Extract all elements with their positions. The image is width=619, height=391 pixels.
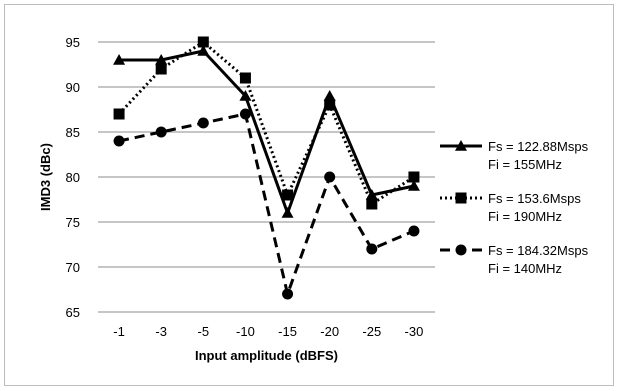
- legend-label-line2: Fi = 155MHz: [488, 157, 562, 172]
- data-point-circle: [239, 108, 251, 120]
- x-tick-label: -10: [236, 324, 255, 339]
- data-point-triangle: [155, 54, 168, 65]
- legend-entry-circle: Fs = 184.32Msps Fi = 140MHz: [440, 243, 589, 276]
- data-point-square: [239, 72, 251, 84]
- y-tick-label: 65: [66, 305, 80, 320]
- y-tick-label: 95: [66, 35, 80, 50]
- data-point-triangle: [239, 90, 252, 101]
- y-tick-label: 85: [66, 125, 80, 140]
- data-point-square: [408, 171, 420, 183]
- data-point-circle: [155, 126, 167, 138]
- legend-label-line1: Fs = 184.32Msps: [488, 243, 589, 258]
- data-point-square: [197, 36, 209, 48]
- data-point-square: [155, 63, 167, 75]
- x-tick-label: -1: [113, 324, 125, 339]
- data-point-square: [282, 189, 294, 201]
- legend-label-line2: Fi = 190MHz: [488, 209, 562, 224]
- x-tick-label: -3: [155, 324, 167, 339]
- data-point-square: [113, 108, 125, 120]
- x-tick-label: -5: [198, 324, 210, 339]
- legend-marker-square: [455, 192, 467, 204]
- x-tick-label: -15: [278, 324, 297, 339]
- series-circle: [113, 108, 420, 300]
- series-line-triangle: [119, 49, 415, 215]
- chart-frame: [4, 4, 614, 386]
- y-tick-label: 70: [66, 260, 80, 275]
- data-point-circle: [282, 288, 294, 300]
- data-point-triangle: [323, 90, 336, 101]
- data-point-circle: [408, 225, 420, 237]
- legend-marker-circle: [455, 244, 467, 256]
- y-tick-label: 80: [66, 170, 80, 185]
- legend-label-line1: Fs = 122.88Msps: [488, 139, 589, 154]
- data-point-circle: [324, 171, 336, 183]
- y-tick-labels: 65 70 75 80 85 90 95: [66, 35, 80, 320]
- x-axis-label: Input amplitude (dBFS): [195, 348, 338, 363]
- y-axis-label: IMD3 (dBc): [38, 143, 53, 211]
- y-tick-label: 75: [66, 215, 80, 230]
- legend-entry-square: Fs = 153.6Msps Fi = 190MHz: [440, 191, 581, 224]
- data-point-triangle: [113, 54, 126, 65]
- series-line-circle: [118, 112, 415, 296]
- data-point-triangle: [281, 207, 294, 218]
- data-point-triangle: [407, 180, 420, 191]
- legend-label-line2: Fi = 140MHz: [488, 261, 562, 276]
- x-tick-labels: -1 -3 -5 -10 -15 -20 -25 -30: [113, 324, 423, 339]
- data-point-circle: [197, 117, 209, 129]
- data-point-triangle: [197, 45, 210, 56]
- legend-label-line1: Fs = 153.6Msps: [488, 191, 581, 206]
- data-point-square: [324, 99, 336, 111]
- x-tick-label: -25: [362, 324, 381, 339]
- x-tick-label: -30: [405, 324, 424, 339]
- data-point-square: [366, 198, 378, 210]
- gridlines: [98, 41, 435, 313]
- series-group: [113, 36, 420, 300]
- data-point-circle: [366, 243, 378, 255]
- legend: Fs = 122.88Msps Fi = 155MHz Fs = 153.6Msps…: [440, 139, 589, 276]
- series-square: [113, 36, 420, 210]
- legend-entry-triangle: Fs = 122.88Msps Fi = 155MHz: [440, 139, 589, 172]
- x-tick-label: -20: [320, 324, 339, 339]
- y-tick-label: 90: [66, 80, 80, 95]
- legend-marker-triangle: [455, 140, 467, 151]
- series-triangle: [113, 45, 420, 218]
- data-point-circle: [113, 135, 125, 147]
- series-line-square: [117, 40, 415, 206]
